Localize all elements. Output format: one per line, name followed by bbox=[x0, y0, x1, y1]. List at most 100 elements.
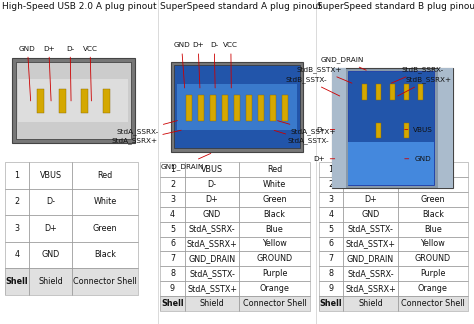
Text: 4: 4 bbox=[15, 250, 19, 260]
Text: D-: D- bbox=[317, 127, 335, 133]
Text: SuperSpeed standard B plug pinout: SuperSpeed standard B plug pinout bbox=[317, 2, 474, 11]
Bar bbox=[185, 192, 239, 207]
Bar bbox=[174, 65, 300, 148]
Text: GND_DRAIN: GND_DRAIN bbox=[160, 154, 211, 169]
Bar bbox=[332, 68, 346, 188]
Text: Shell: Shell bbox=[6, 277, 28, 286]
Bar bbox=[404, 123, 409, 138]
Text: D-: D- bbox=[210, 42, 219, 88]
Text: Black: Black bbox=[94, 250, 116, 260]
Text: StdA_SSRX+: StdA_SSRX+ bbox=[111, 130, 181, 144]
Text: Shield: Shield bbox=[358, 299, 383, 308]
Bar bbox=[319, 222, 468, 237]
Bar bbox=[348, 71, 434, 185]
Text: StdA_SSRX-: StdA_SSRX- bbox=[347, 269, 394, 278]
Text: Shield: Shield bbox=[38, 277, 63, 286]
Bar bbox=[343, 266, 398, 281]
Text: 4: 4 bbox=[170, 210, 175, 219]
Bar bbox=[72, 215, 138, 242]
Bar bbox=[160, 192, 310, 207]
Text: D-: D- bbox=[366, 180, 375, 189]
Text: GND: GND bbox=[19, 46, 36, 101]
Bar bbox=[239, 296, 310, 311]
Text: D-: D- bbox=[208, 180, 217, 189]
Text: D-: D- bbox=[46, 197, 55, 206]
Text: GND: GND bbox=[405, 156, 431, 162]
Text: VBUS: VBUS bbox=[405, 127, 433, 133]
Text: 9: 9 bbox=[170, 284, 175, 293]
Bar bbox=[185, 237, 239, 251]
Bar bbox=[319, 281, 468, 296]
Text: 7: 7 bbox=[328, 254, 333, 263]
Text: Green: Green bbox=[93, 224, 118, 233]
Text: D-: D- bbox=[66, 46, 74, 101]
Text: StdB_SSRX+: StdB_SSRX+ bbox=[398, 76, 452, 96]
Bar bbox=[177, 84, 297, 130]
Bar bbox=[160, 222, 185, 237]
Bar bbox=[319, 296, 343, 311]
Bar bbox=[5, 242, 29, 268]
Bar bbox=[185, 162, 239, 177]
Bar bbox=[398, 177, 468, 192]
Text: GND: GND bbox=[173, 42, 190, 88]
Bar bbox=[160, 251, 185, 266]
Bar bbox=[319, 207, 343, 222]
Text: White: White bbox=[93, 197, 117, 206]
Bar bbox=[29, 268, 72, 295]
Bar bbox=[348, 142, 434, 185]
Bar bbox=[185, 281, 239, 296]
Text: 6: 6 bbox=[170, 239, 175, 249]
Bar bbox=[319, 177, 468, 192]
Bar bbox=[160, 177, 310, 192]
Text: VBUS: VBUS bbox=[359, 165, 382, 174]
Bar bbox=[160, 162, 185, 177]
Bar bbox=[160, 177, 185, 192]
Text: 1: 1 bbox=[170, 165, 175, 174]
Bar bbox=[185, 177, 239, 192]
Bar bbox=[282, 95, 288, 121]
Bar bbox=[319, 162, 343, 177]
Text: GND_DRAIN: GND_DRAIN bbox=[189, 254, 236, 263]
Bar bbox=[198, 95, 204, 121]
Text: Red: Red bbox=[267, 165, 282, 174]
Bar bbox=[319, 296, 468, 311]
Bar bbox=[18, 79, 128, 122]
Text: 3: 3 bbox=[328, 195, 333, 204]
Text: VBUS: VBUS bbox=[201, 165, 223, 174]
Bar bbox=[185, 296, 239, 311]
Bar bbox=[343, 162, 398, 177]
Text: 1: 1 bbox=[15, 171, 19, 180]
Bar bbox=[343, 177, 398, 192]
Bar bbox=[239, 237, 310, 251]
Text: D+: D+ bbox=[364, 195, 377, 204]
Text: 6: 6 bbox=[328, 239, 333, 249]
Text: Blue: Blue bbox=[424, 225, 442, 234]
Text: 1: 1 bbox=[328, 165, 333, 174]
Text: Orange: Orange bbox=[259, 284, 290, 293]
Text: D+: D+ bbox=[192, 42, 204, 88]
Bar bbox=[185, 222, 239, 237]
Bar bbox=[5, 268, 29, 295]
Bar bbox=[103, 89, 109, 113]
Bar bbox=[5, 242, 138, 268]
Text: 3: 3 bbox=[15, 224, 19, 233]
Text: StdA_SSTX-: StdA_SSTX- bbox=[189, 269, 235, 278]
Bar bbox=[160, 251, 310, 266]
Text: StdB_SSTX-: StdB_SSTX- bbox=[285, 76, 340, 96]
Bar bbox=[5, 162, 138, 189]
Text: Green: Green bbox=[262, 195, 287, 204]
Text: D+: D+ bbox=[206, 195, 219, 204]
Bar bbox=[72, 268, 138, 295]
Text: GND: GND bbox=[361, 210, 380, 219]
Text: 7: 7 bbox=[170, 254, 175, 263]
Text: 2: 2 bbox=[15, 197, 19, 206]
Bar bbox=[246, 95, 252, 121]
Bar bbox=[234, 95, 240, 121]
Bar bbox=[438, 68, 453, 188]
Text: Connector Shell: Connector Shell bbox=[401, 299, 465, 308]
Text: GROUND: GROUND bbox=[256, 254, 292, 263]
Text: StdA_SSTX+: StdA_SSTX+ bbox=[346, 239, 395, 249]
Text: GND: GND bbox=[42, 250, 60, 260]
Bar bbox=[398, 251, 468, 266]
Text: Green: Green bbox=[420, 195, 445, 204]
